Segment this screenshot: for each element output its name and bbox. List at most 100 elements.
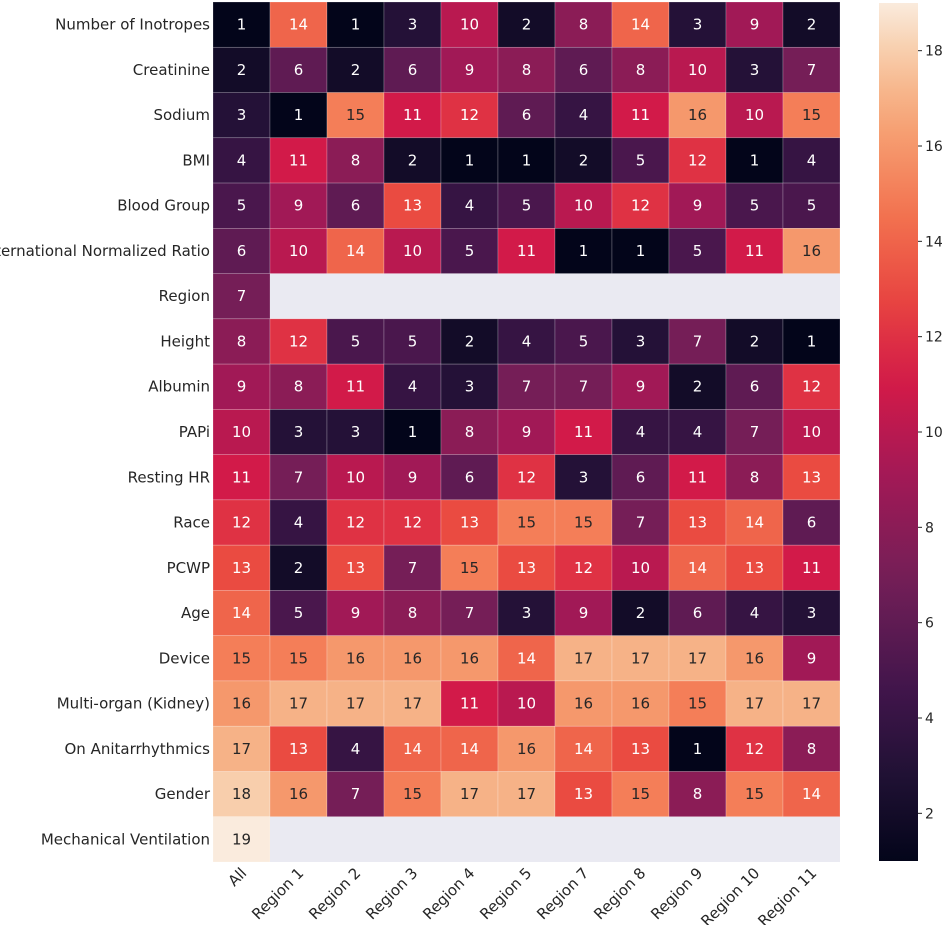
- heatmap-cell: [611, 318, 670, 365]
- cell-value-label: 11: [802, 559, 821, 577]
- cell-value-label: 4: [408, 378, 418, 396]
- cell-value-label: 8: [693, 785, 703, 803]
- heatmap-cell: [668, 137, 727, 184]
- colorbar-tick-label: 6: [925, 616, 934, 632]
- heatmap-cell: [668, 409, 727, 455]
- heatmap-cell: [383, 771, 442, 818]
- heatmap-cell: [212, 228, 271, 274]
- colorbar-tick-label: 14: [925, 234, 943, 250]
- row-label: Device: [159, 649, 210, 667]
- heatmap-cell: [554, 318, 613, 365]
- row-label: Creatinine: [133, 61, 210, 79]
- cell-value-label: 14: [574, 740, 593, 758]
- cell-value-label: 17: [631, 649, 650, 667]
- heatmap-cell: [326, 137, 385, 184]
- cell-value-label: 4: [237, 151, 247, 169]
- cell-value-label: 9: [294, 197, 304, 215]
- column-label: Region 11: [754, 864, 820, 925]
- cell-value-label: 9: [636, 378, 646, 396]
- heatmap-cell: [383, 499, 442, 546]
- cell-value-label: 5: [636, 151, 646, 169]
- cell-value-label: 14: [289, 16, 308, 34]
- cell-value-label: 1: [636, 242, 646, 260]
- row-label: Albumin: [148, 378, 210, 396]
- cell-value-label: 2: [237, 61, 247, 79]
- cell-value-label: 2: [522, 16, 532, 34]
- cell-value-label: 2: [408, 151, 418, 169]
- cell-value-label: 8: [294, 378, 304, 396]
- cell-value-label: 1: [522, 151, 532, 169]
- heatmap-cell: [440, 499, 499, 546]
- heatmap-cell: [725, 635, 784, 682]
- cell-value-label: 14: [745, 514, 764, 532]
- cell-value-label: 12: [403, 514, 422, 532]
- row-label: Gender: [155, 785, 211, 803]
- column-label: Region 9: [647, 864, 706, 923]
- heatmap-cell: [383, 363, 442, 410]
- heatmap-cell: [611, 454, 670, 501]
- row-label: PAPi: [179, 423, 210, 441]
- heatmap-cell: [782, 137, 841, 184]
- heatmap-cell: [725, 182, 784, 229]
- cell-value-label: 7: [807, 61, 817, 79]
- heatmap-cell: [611, 363, 670, 410]
- heatmap-cell: [554, 680, 613, 727]
- heatmap-cell: [326, 92, 385, 139]
- cell-value-label: 10: [460, 16, 479, 34]
- cell-value-label: 8: [408, 604, 418, 622]
- cell-value-label: 15: [574, 514, 593, 532]
- row-label: PCWP: [167, 559, 210, 577]
- heatmap-cell-missing: [555, 816, 612, 862]
- cell-value-label: 6: [807, 514, 817, 532]
- heatmap-cell: [497, 771, 556, 818]
- heatmap-cell: [782, 182, 841, 229]
- cell-value-label: 12: [631, 197, 650, 215]
- cell-value-label: 11: [403, 106, 422, 124]
- cell-value-label: 2: [351, 61, 361, 79]
- cell-value-label: 3: [408, 16, 418, 34]
- colorbar-tick-label: 2: [925, 806, 934, 822]
- heatmap-cell: [725, 137, 784, 184]
- heatmap-cell: [782, 454, 841, 501]
- heatmap-cell: [212, 182, 271, 229]
- heatmap-cell: [668, 92, 727, 139]
- heatmap-cell: [440, 454, 499, 501]
- heatmap-cell-missing: [726, 273, 783, 319]
- row-label: Blood Group: [117, 197, 210, 215]
- heatmap-cell-missing: [783, 273, 840, 319]
- row-label: Race: [173, 514, 210, 532]
- heatmap-cell: [497, 363, 556, 410]
- row-label: International Normalized Ratio: [0, 242, 210, 260]
- heatmap-cell: [440, 318, 499, 365]
- cell-value-label: 13: [745, 559, 764, 577]
- heatmap-cell: [212, 771, 271, 818]
- heatmap-cell: [326, 409, 385, 455]
- cell-value-label: 8: [237, 332, 247, 350]
- cell-value-label: 3: [522, 604, 532, 622]
- heatmap-cell: [668, 318, 727, 365]
- cell-value-label: 16: [517, 740, 536, 758]
- cell-value-label: 12: [460, 106, 479, 124]
- heatmap-cell-missing: [441, 816, 498, 862]
- heatmap-cell: [326, 544, 385, 591]
- cell-value-label: 16: [802, 242, 821, 260]
- heatmap-cell: [782, 46, 841, 93]
- colorbar-gradient: [879, 3, 918, 861]
- heatmap-cell: [383, 544, 442, 591]
- row-label: Number of Inotropes: [55, 16, 210, 34]
- cell-value-label: 16: [574, 695, 593, 713]
- heatmap-cell: [497, 590, 556, 636]
- cell-value-label: 1: [693, 740, 703, 758]
- heatmap-cell: [611, 1, 670, 48]
- cell-value-label: 14: [346, 242, 365, 260]
- cell-value-label: 14: [232, 604, 251, 622]
- cell-value-label: 15: [346, 106, 365, 124]
- cell-value-label: 10: [688, 61, 707, 79]
- cell-value-label: 14: [460, 740, 479, 758]
- heatmap-cell: [725, 590, 784, 636]
- heatmap-cell: [725, 1, 784, 48]
- heatmap-cell-missing: [327, 273, 384, 319]
- cell-value-label: 13: [688, 514, 707, 532]
- heatmap-cell: [554, 544, 613, 591]
- heatmap-cell-missing: [555, 273, 612, 319]
